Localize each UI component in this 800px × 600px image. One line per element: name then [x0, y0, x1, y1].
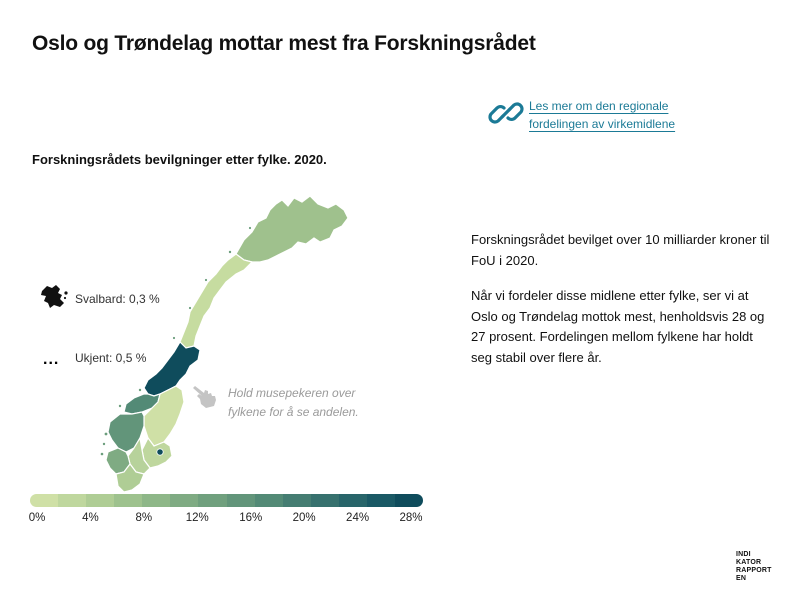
county-troms-og-finnmark[interactable] [235, 195, 349, 263]
legend-segment[interactable] [395, 494, 423, 507]
body-text: Forskningsrådet bevilget over 10 milliar… [471, 230, 771, 383]
hover-hint: Hold musepekeren over fylkene for å se a… [228, 386, 359, 419]
norway-map-svg [100, 195, 349, 493]
legend-tick-label: 24% [346, 512, 370, 524]
chart-subtitle: Forskningsrådets bevilgninger etter fylk… [32, 152, 327, 167]
chain-link-icon [488, 102, 524, 124]
legend-tick-label: 4% [82, 512, 99, 524]
county-oslo[interactable] [156, 448, 164, 456]
norway-county-map: Svalbard: 0,3 % ... Ukjent: 0,5 % Hold m… [30, 190, 450, 500]
legend-segment[interactable] [170, 494, 199, 507]
legend-segment[interactable] [282, 494, 311, 507]
regional-distribution-link[interactable]: Les mer om den regionale fordelingen av … [488, 95, 728, 135]
legend-segment[interactable] [366, 494, 396, 507]
legend-segment[interactable] [254, 494, 283, 507]
legend-tick-label: 12% [185, 512, 209, 524]
county-agder[interactable] [115, 463, 145, 493]
color-scale-legend [30, 494, 423, 507]
body-paragraph-2: Når vi fordeler disse midlene etter fylk… [471, 288, 765, 365]
legend-segment[interactable] [338, 494, 367, 507]
legend-tick-label: 8% [135, 512, 153, 524]
coastal-islands [100, 226, 252, 456]
legend-segment[interactable] [310, 494, 339, 507]
legend-tick-label: 28% [399, 512, 423, 524]
legend-tick-label: 0% [28, 512, 46, 524]
unknown-marker[interactable]: ... [43, 351, 60, 368]
page-title: Oslo og Trøndelag mottar mest fra Forskn… [32, 32, 536, 55]
legend-segment[interactable] [226, 494, 255, 507]
county-nordland[interactable] [179, 253, 254, 349]
legend-segment[interactable] [142, 494, 171, 507]
unknown-label: Ukjent: 0,5 % [75, 351, 147, 365]
legend-segment[interactable] [198, 494, 227, 507]
brand-logo: INDI KATOR RAPPORT EN [736, 551, 772, 582]
legend-tick-label: 20% [292, 512, 316, 524]
legend-segment[interactable] [58, 494, 87, 507]
legend-segment[interactable] [86, 494, 115, 507]
body-paragraph-1: Forskningsrådet bevilget over 10 milliar… [471, 232, 770, 268]
county-innlandet[interactable] [143, 385, 185, 447]
pointing-hand-icon [193, 386, 216, 408]
regional-distribution-link-text[interactable]: Les mer om den regionale fordelingen av … [529, 99, 676, 131]
legend-segment[interactable] [30, 494, 59, 507]
legend-segment[interactable] [114, 494, 143, 507]
legend-tick-label: 16% [239, 512, 263, 524]
svalbard-label: Svalbard: 0,3 % [75, 292, 160, 306]
svalbard-icon[interactable] [38, 283, 70, 311]
